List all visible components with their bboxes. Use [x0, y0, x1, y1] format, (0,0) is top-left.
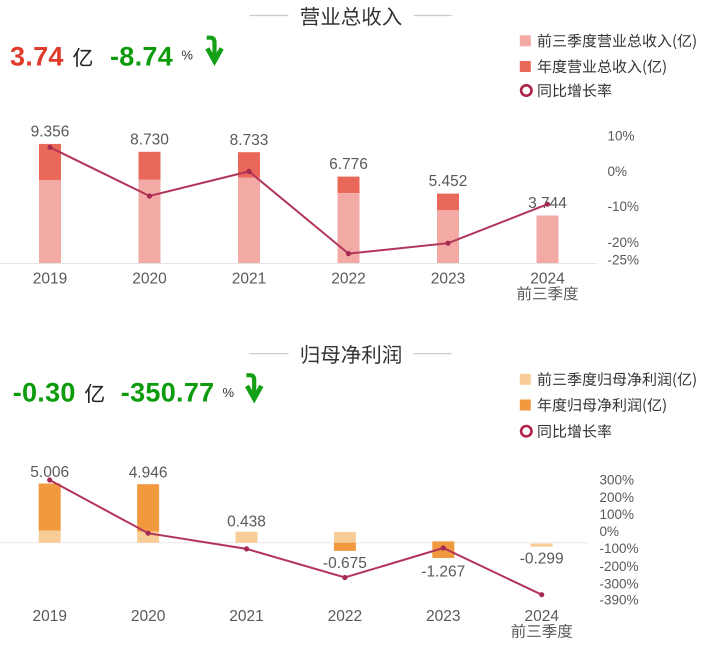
svg-text:-350.77: -350.77 [121, 378, 215, 408]
svg-text:2022: 2022 [328, 608, 362, 625]
svg-text:2022: 2022 [331, 270, 365, 287]
svg-text:300%: 300% [600, 473, 635, 488]
svg-text:%: % [223, 385, 235, 400]
svg-text:-0.675: -0.675 [323, 555, 367, 572]
svg-text:-390%: -390% [600, 593, 639, 608]
svg-text:-25%: -25% [608, 253, 640, 268]
svg-text:-1.267: -1.267 [421, 563, 465, 580]
svg-text:2024: 2024 [524, 608, 559, 625]
svg-text:-0.30: -0.30 [13, 378, 76, 408]
svg-text:3.74: 3.74 [10, 42, 64, 72]
svg-text:2020: 2020 [131, 608, 166, 625]
svg-text:2021: 2021 [229, 608, 263, 625]
svg-text:-8.74: -8.74 [110, 42, 173, 72]
svg-text:0%: 0% [600, 524, 620, 539]
svg-text:2023: 2023 [431, 270, 465, 287]
svg-text:9.356: 9.356 [31, 124, 70, 141]
svg-text:-200%: -200% [600, 559, 639, 574]
svg-text:200%: 200% [600, 490, 635, 505]
svg-text:6.776: 6.776 [329, 156, 368, 173]
svg-text:-10%: -10% [608, 199, 640, 214]
svg-text:5.452: 5.452 [429, 173, 468, 190]
svg-text:0%: 0% [608, 164, 628, 179]
svg-text:2023: 2023 [426, 608, 460, 625]
svg-text:-100%: -100% [600, 541, 639, 556]
svg-text:-0.299: -0.299 [520, 550, 564, 567]
svg-text:8.730: 8.730 [130, 131, 169, 148]
svg-text:%: % [181, 48, 193, 63]
svg-text:2024: 2024 [530, 270, 565, 287]
svg-text:8.733: 8.733 [230, 132, 269, 149]
svg-text:0.438: 0.438 [227, 514, 266, 531]
svg-text:5.006: 5.006 [30, 464, 69, 481]
svg-text:4.946: 4.946 [129, 465, 168, 482]
svg-text:10%: 10% [608, 129, 635, 144]
svg-text:2019: 2019 [32, 608, 66, 625]
svg-text:2021: 2021 [232, 270, 266, 287]
svg-text:-300%: -300% [600, 576, 639, 591]
svg-text:100%: 100% [600, 507, 635, 522]
svg-text:2020: 2020 [132, 270, 167, 287]
svg-text:-20%: -20% [608, 235, 640, 250]
svg-text:2019: 2019 [33, 270, 67, 287]
